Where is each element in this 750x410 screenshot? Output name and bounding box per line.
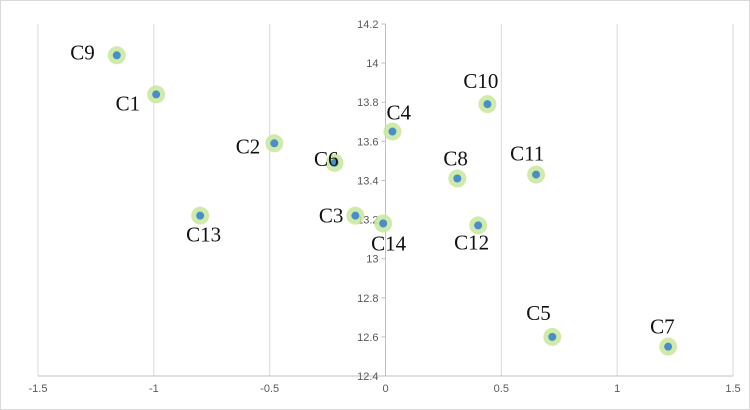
axis-layer [38, 23, 733, 377]
y-tick-label: 13.6 [357, 136, 378, 148]
scatter-point [548, 332, 557, 341]
scatter-point [532, 170, 541, 179]
scatter-point [270, 139, 279, 148]
y-tick-label: 13 [366, 254, 378, 266]
point-layer [107, 46, 678, 356]
y-tick-label: 13.4 [357, 175, 378, 187]
x-tick-label: 0 [382, 383, 388, 395]
point-label: C1 [116, 91, 141, 115]
point-label: C6 [314, 147, 339, 171]
scatter-point [664, 342, 673, 351]
scatter-point [379, 219, 388, 228]
x-tick-label: -0.5 [260, 383, 279, 395]
scatter-point [196, 211, 205, 220]
scatter-point [152, 90, 161, 99]
y-tick-label: 12.6 [357, 332, 378, 344]
point-label: C5 [526, 301, 551, 325]
scatter-point [112, 51, 121, 60]
point-label-layer: C9 C1 C2 C6 C13 C3 C14 C4 C10 C8 C11 C12 C5 C7 [70, 40, 674, 338]
y-tick-label: 13.8 [357, 97, 378, 109]
point-label: C10 [463, 69, 498, 93]
y-tick-label: 12.8 [357, 293, 378, 305]
x-tick-label: -1 [149, 383, 159, 395]
scatter-point [474, 221, 483, 230]
x-tick-label: 1.5 [725, 383, 740, 395]
grid-layer [37, 24, 734, 376]
point-label: C2 [236, 134, 261, 158]
y-tick-label: 12.4 [357, 371, 378, 383]
point-label: C13 [186, 223, 221, 247]
point-label: C4 [386, 101, 411, 125]
y-tick-label: 14 [366, 58, 378, 70]
point-label: C12 [454, 230, 489, 254]
point-label: C11 [510, 142, 544, 166]
scatter-point [388, 127, 397, 136]
point-label: C9 [70, 40, 95, 64]
point-label: C14 [371, 231, 407, 255]
y-tick-label: 14.2 [357, 19, 378, 31]
scatter-point [330, 158, 339, 167]
scatter-point [483, 100, 492, 109]
point-label: C3 [319, 204, 344, 228]
scatter-point [453, 174, 462, 183]
x-tick-label: -1.5 [29, 383, 48, 395]
x-tick-label: 1 [614, 383, 620, 395]
scatter-point [351, 211, 360, 220]
point-label: C8 [443, 146, 468, 170]
x-tick-label: 0.5 [494, 383, 509, 395]
point-label: C7 [650, 315, 675, 339]
tick-label-layer: -1.5 -1 -0.5 0 0.5 1 1.512.412.612.81313.213.4… [29, 19, 741, 395]
